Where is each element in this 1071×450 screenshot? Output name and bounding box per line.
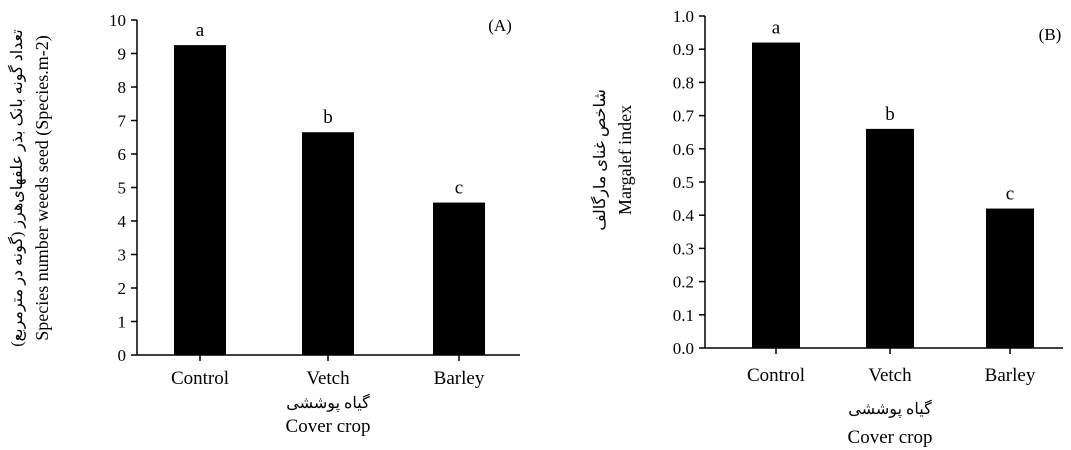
chart-b: 0.0 0.1 0.2 0.3 0.4 0.5 0.6 0.7 0.8 0.9 1.0 Contro…	[590, 7, 1063, 448]
y-axis-title-fa: تعداد گونه بانک بذر علفهای‌هرز (گونه در …	[7, 29, 26, 346]
y-tick-label: 0.9	[673, 40, 694, 59]
y-tick-label: 0.1	[673, 306, 694, 325]
y-tick-label: 0.4	[673, 206, 695, 225]
y-tick-label: 0.6	[673, 140, 694, 159]
bar-control	[174, 45, 226, 355]
y-tick-label: 0	[118, 346, 127, 365]
category-label-barley: Barley	[985, 365, 1036, 386]
y-tick-label: 1.0	[673, 7, 694, 26]
y-tick-label: 0.0	[673, 339, 694, 358]
y-tick-label: 0.8	[673, 73, 694, 92]
y-tick-label: 0.5	[673, 173, 694, 192]
y-tick-label: 4	[118, 212, 127, 231]
y-tick-label: 5	[118, 179, 127, 198]
bar-vetch	[302, 132, 354, 355]
category-labels: Control Vetch Barley	[747, 348, 1036, 386]
bar-control	[752, 42, 800, 349]
significance-letter: c	[455, 178, 463, 199]
significance-letter: b	[885, 104, 895, 125]
category-label-control: Control	[747, 365, 805, 386]
significance-letters: a b c	[196, 20, 463, 198]
category-label-control: Control	[171, 368, 229, 389]
bar-vetch	[866, 128, 914, 348]
y-tick-label: 7	[118, 112, 127, 131]
y-tick-label: 1	[118, 313, 127, 332]
y-tick-label: 0.3	[673, 239, 694, 258]
y-tick-label: 6	[118, 145, 127, 164]
bars	[174, 45, 485, 355]
category-label-vetch: Vetch	[868, 365, 912, 386]
y-tick-label: 2	[118, 279, 127, 298]
significance-letters: a b c	[772, 18, 1014, 205]
x-axis-title: Cover crop	[286, 416, 371, 437]
y-ticks: 0 1 2 3 4 5 6 7 8 9 10	[109, 11, 137, 365]
panel-label: (B)	[1039, 25, 1062, 44]
bars	[752, 42, 1034, 349]
y-tick-label: 3	[118, 246, 127, 265]
y-axis-title: Margalef index	[615, 105, 635, 215]
significance-letter: b	[323, 107, 333, 128]
category-label-vetch: Vetch	[306, 368, 350, 389]
significance-letter: a	[772, 18, 781, 39]
bar-barley	[433, 202, 485, 355]
y-axis-title-fa: شاخص غنای مارگالف	[590, 89, 609, 230]
significance-letter: c	[1006, 184, 1014, 205]
y-tick-label: 8	[118, 78, 127, 97]
bar-barley	[986, 208, 1034, 348]
y-tick-label: 9	[118, 45, 127, 64]
y-tick-label: 0.2	[673, 273, 694, 292]
category-label-barley: Barley	[434, 368, 485, 389]
x-axis-title: Cover crop	[848, 427, 933, 448]
y-ticks: 0.0 0.1 0.2 0.3 0.4 0.5 0.6 0.7 0.8 0.9 1.0	[673, 7, 705, 358]
x-axis-title-fa: گیاه پوششی	[286, 393, 370, 412]
y-axis-title: Species number weeds seed (Species.m-2)	[32, 35, 53, 340]
panel-label: (A)	[488, 16, 512, 35]
category-labels: Control Vetch Barley	[171, 355, 485, 389]
y-tick-label: 10	[109, 11, 126, 30]
significance-letter: a	[196, 20, 205, 41]
x-axis-title-fa: گیاه پوششی	[848, 399, 932, 418]
y-tick-label: 0.7	[673, 107, 695, 126]
